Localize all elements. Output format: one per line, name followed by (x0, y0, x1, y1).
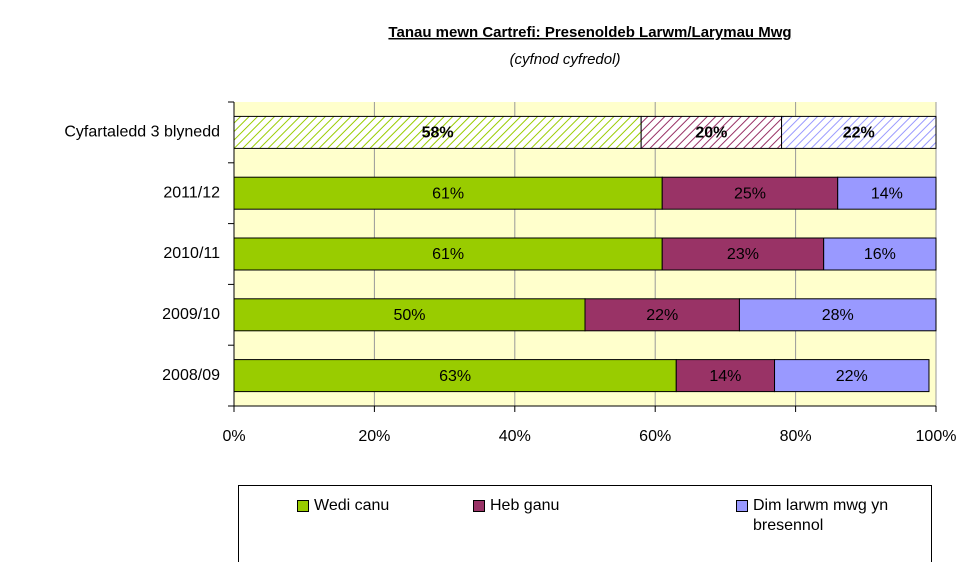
chart: Tanau mewn Cartrefi: Presenoldeb Larwm/L… (64, 24, 957, 445)
bar-segment (233, 237, 663, 271)
data-label: 22% (646, 307, 678, 324)
data-label: 16% (864, 246, 896, 263)
data-label: 50% (393, 307, 425, 324)
data-label: 23% (727, 246, 759, 263)
legend-swatch (297, 500, 309, 512)
x-tick-label: 80% (780, 428, 812, 445)
data-label: 61% (432, 185, 464, 202)
bar-segment (774, 359, 930, 393)
legend-item: Wedi canu (297, 496, 464, 516)
data-label: 63% (439, 368, 471, 385)
chart-subtitle: (cyfnod cyfredol) (510, 51, 621, 68)
x-tick-label: 100% (916, 428, 957, 445)
y-tick-label: 2009/10 (162, 306, 220, 323)
y-tick-label: 2010/11 (163, 245, 220, 262)
bar-segment (837, 176, 937, 210)
bar-segment (233, 298, 586, 332)
bar-segment (233, 176, 663, 210)
data-label: 14% (871, 185, 903, 202)
legend-swatch (736, 500, 748, 512)
chart-title: Tanau mewn Cartrefi: Presenoldeb Larwm/L… (388, 24, 791, 41)
y-tick-label: 2008/09 (162, 367, 220, 384)
legend-label: Heb ganu (490, 497, 560, 514)
data-label: 14% (709, 368, 741, 385)
bar-segment (781, 115, 937, 149)
bar-segment (661, 237, 825, 271)
legend-label: Wedi canu (314, 497, 390, 514)
data-label: 20% (695, 125, 727, 142)
bar-segment (738, 298, 937, 332)
y-tick-label: 2011/12 (163, 184, 220, 201)
x-tick-label: 60% (639, 428, 671, 445)
data-label: 22% (843, 125, 875, 142)
bar-segment (675, 359, 776, 393)
legend: Wedi canu Heb ganu Dim larwm mwg yn bresen… (238, 485, 932, 562)
bar-segment (661, 176, 839, 210)
legend-label: Dim larwm mwg yn bresennol (753, 497, 889, 534)
legend-swatch (473, 500, 485, 512)
x-tick-label: 40% (499, 428, 531, 445)
bar-segment (823, 237, 937, 271)
bar-segment (584, 298, 740, 332)
data-label: 25% (734, 185, 766, 202)
x-tick-label: 20% (358, 428, 390, 445)
x-tick-label: 0% (222, 428, 245, 445)
data-label: 28% (822, 307, 854, 324)
y-tick-label: Cyfartaledd 3 blynedd (64, 124, 220, 141)
data-label: 61% (432, 246, 464, 263)
data-label: 22% (836, 368, 868, 385)
data-label: 58% (422, 125, 454, 142)
legend-item: Heb ganu (473, 496, 640, 516)
legend-item: Dim larwm mwg yn bresennol (736, 496, 903, 536)
